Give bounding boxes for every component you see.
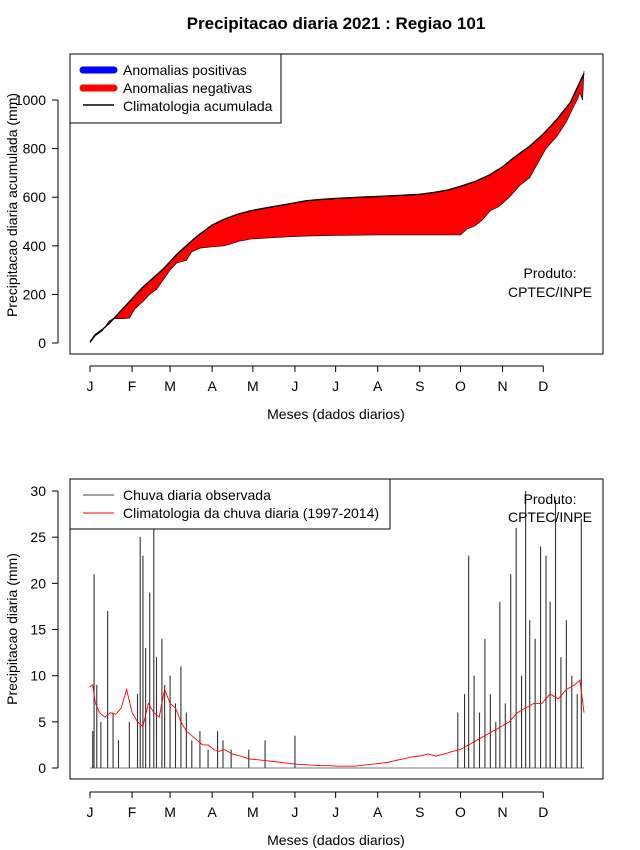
cumulative-precipitation-chart: J F M A M J J A S O N D 0 200 400 600 800 1000 Meses (da…	[4, 53, 604, 422]
product-source-bottom: CPTEC/INPE	[508, 509, 592, 525]
x-tick-label: M	[247, 804, 259, 820]
negative-anomaly-area	[90, 70, 584, 344]
x-tick-label: J	[291, 378, 298, 394]
y-tick-label: 600	[23, 189, 47, 205]
x-tick-label: M	[164, 378, 176, 394]
x-tick-label: M	[164, 804, 176, 820]
x-axis-label-top: Meses (dados diarios)	[267, 406, 405, 422]
legend-box-bottom	[69, 478, 391, 530]
y-tick-label: 15	[30, 622, 46, 638]
y-tick-label: 5	[38, 714, 46, 730]
y-tick-label: 0	[38, 335, 46, 351]
y-tick-label: 0	[38, 760, 46, 776]
legend-bottom: Chuva diaria observada Climatologia da c…	[69, 478, 391, 530]
x-tick-label: J	[332, 804, 339, 820]
x-axis-label-bottom: Meses (dados diarios)	[267, 832, 405, 848]
legend-label-climatology-daily: Climatologia da chuva diaria (1997-2014)	[123, 505, 379, 521]
x-tick-label: F	[128, 378, 137, 394]
x-tick-label: A	[207, 804, 217, 820]
y-tick-label: 400	[23, 238, 47, 254]
x-tick-label: N	[498, 804, 508, 820]
legend-label-negative: Anomalias negativas	[123, 80, 252, 96]
page-title: Precipitacao diaria 2021 : Regiao 101	[186, 14, 486, 33]
legend-top: Anomalias positivas Anomalias negativas …	[69, 53, 282, 124]
x-tick-label: D	[538, 378, 548, 394]
y-tick-label: 800	[23, 141, 47, 157]
y-axis-top: 0 200 400 600 800 1000	[15, 92, 59, 351]
x-tick-label: J	[87, 804, 94, 820]
observed-cumulative-line	[89, 70, 585, 344]
y-axis-bottom: 0 5 10 15 20 25 30	[30, 483, 59, 776]
x-tick-label: D	[538, 804, 548, 820]
y-axis-label-top: Precipitacao diaria acumulada (mm)	[4, 93, 20, 317]
x-tick-label: J	[332, 378, 339, 394]
y-tick-label: 10	[30, 668, 46, 684]
climatology-cumulative-line	[89, 73, 585, 343]
x-tick-label: O	[455, 804, 466, 820]
y-tick-label: 200	[23, 286, 47, 302]
y-tick-label: 1000	[15, 92, 46, 108]
x-tick-label: A	[207, 378, 217, 394]
x-tick-label: J	[87, 378, 94, 394]
x-tick-label: O	[455, 378, 466, 394]
product-source-top: CPTEC/INPE	[508, 284, 592, 300]
legend-label-positive: Anomalias positivas	[123, 62, 247, 78]
x-tick-label: A	[373, 378, 383, 394]
x-tick-label: N	[498, 378, 508, 394]
product-label-top: Produto:	[524, 265, 577, 281]
y-axis-label-bottom: Precipitacao diaria (mm)	[4, 553, 20, 705]
legend-label-climatology: Climatologia acumulada	[123, 98, 273, 114]
y-tick-label: 30	[30, 483, 46, 499]
x-tick-label: A	[373, 804, 383, 820]
x-tick-label: S	[415, 378, 424, 394]
x-tick-label: J	[291, 804, 298, 820]
y-tick-label: 25	[30, 529, 46, 545]
climatology-line	[89, 679, 585, 767]
product-label-bottom: Produto:	[524, 491, 577, 507]
legend-label-observed: Chuva diaria observada	[123, 487, 271, 503]
x-tick-label: M	[247, 378, 259, 394]
anomaly-area-layer	[89, 70, 585, 344]
x-tick-label: F	[128, 804, 137, 820]
x-tick-label: S	[415, 804, 424, 820]
y-tick-label: 20	[30, 575, 46, 591]
plot-frame-top	[69, 53, 604, 355]
daily-rain-bars	[92, 491, 582, 768]
